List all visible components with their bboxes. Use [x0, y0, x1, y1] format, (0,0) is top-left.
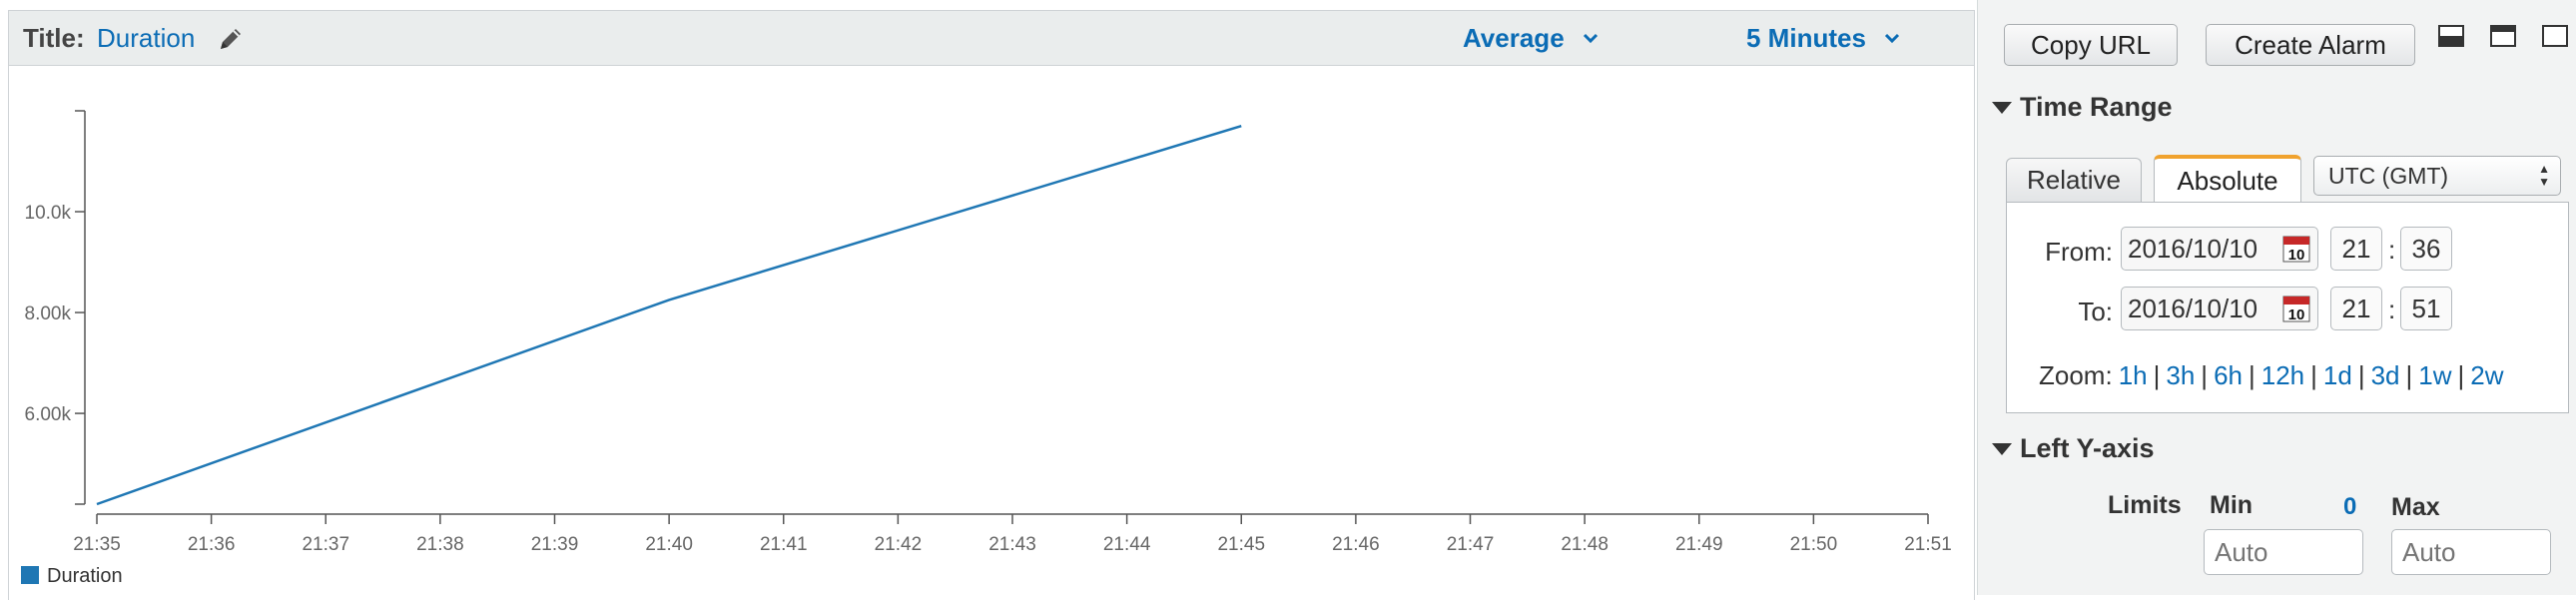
- min-zero-link[interactable]: 0: [2343, 493, 2357, 520]
- graph-options-panel: Copy URL Create Alarm Time Range Relativ…: [1977, 0, 2576, 595]
- series-group: [96, 124, 1242, 506]
- chevron-down-icon: [1884, 33, 1899, 44]
- x-tick-label: 21:38: [416, 534, 464, 555]
- timezone-select[interactable]: UTC (GMT) ▲ ▼: [2313, 156, 2561, 196]
- x-tick-label: 21:41: [760, 534, 808, 555]
- time-separator: :: [2388, 295, 2396, 324]
- from-date-value: 2016/10/10: [2128, 233, 2258, 264]
- zoom-2w[interactable]: 2w: [2470, 360, 2504, 390]
- to-minute-input[interactable]: 51: [2400, 287, 2452, 330]
- left-y-axis-title: Left Y-axis: [2020, 433, 2155, 463]
- title-label: Title:: [23, 23, 85, 53]
- limits-label: Limits: [2108, 491, 2182, 519]
- from-minute-input[interactable]: 36: [2400, 227, 2452, 271]
- copy-url-button[interactable]: Copy URL: [2004, 24, 2178, 66]
- min-limit-input[interactable]: [2204, 529, 2363, 575]
- x-tick-label: 21:51: [1904, 534, 1952, 555]
- x-tick-label: 21:48: [1561, 534, 1609, 555]
- x-tick-label: 21:40: [645, 534, 693, 555]
- zoom-row: Zoom: 1h | 3h | 6h | 12h | 1d | 3d | 1w | 2w: [2039, 360, 2504, 390]
- layout-bottom-icon[interactable]: [2437, 22, 2465, 50]
- collapse-triangle-icon: [1992, 101, 2012, 114]
- series-line-duration: [96, 124, 1242, 506]
- time-separator: :: [2388, 235, 2396, 265]
- to-label: To:: [2078, 297, 2113, 326]
- y-tick-label: 8.00k: [25, 303, 72, 324]
- zoom-3h[interactable]: 3h: [2166, 360, 2196, 390]
- svg-text:10: 10: [2288, 247, 2305, 264]
- x-tick-label: 21:47: [1447, 534, 1495, 555]
- x-tick-label: 21:50: [1790, 534, 1838, 555]
- layout-top-icon[interactable]: [2489, 22, 2517, 50]
- to-date-input[interactable]: 2016/10/10 10: [2121, 287, 2318, 330]
- zoom-1h[interactable]: 1h: [2118, 360, 2148, 390]
- max-label: Max: [2391, 493, 2440, 521]
- to-hour-input[interactable]: 21: [2330, 287, 2382, 330]
- calendar-icon[interactable]: 10: [2281, 234, 2311, 264]
- layout-full-icon[interactable]: [2541, 22, 2569, 50]
- zoom-12h[interactable]: 12h: [2260, 360, 2305, 390]
- pencil-icon[interactable]: [217, 25, 245, 53]
- x-tick-label: 21:43: [988, 534, 1036, 555]
- to-date-value: 2016/10/10: [2128, 293, 2258, 323]
- x-tick-label: 21:44: [1103, 534, 1151, 555]
- legend: Duration: [21, 565, 123, 587]
- legend-label: Duration: [47, 565, 123, 587]
- legend-swatch: [21, 566, 39, 584]
- x-tick-label: 21:39: [531, 534, 579, 555]
- x-axis: 21:35 21:36 21:37 21:38 21:39 21:40 21:41 21:42…: [73, 513, 1952, 555]
- select-arrows-icon: ▲ ▼: [2538, 162, 2550, 189]
- graph-panel: Title: Duration Average 5 Minutes 6.00k 8…: [8, 10, 1975, 600]
- absolute-range-box: From: 2016/10/10 10 21 : 36 To: 2016/10/…: [2006, 202, 2569, 413]
- y-tick-label: 10.0k: [25, 203, 72, 224]
- from-date-input[interactable]: 2016/10/10 10: [2121, 227, 2318, 271]
- statistic-dropdown[interactable]: Average: [1463, 21, 1601, 55]
- collapse-triangle-icon: [1992, 442, 2012, 455]
- x-tick-label: 21:37: [302, 534, 349, 555]
- calendar-icon[interactable]: 10: [2281, 294, 2311, 323]
- period-value: 5 Minutes: [1746, 22, 1866, 53]
- y-axis: 6.00k 8.00k 10.0k: [25, 110, 86, 505]
- x-tick-label: 21:36: [188, 534, 236, 555]
- timezone-value: UTC (GMT): [2328, 162, 2449, 189]
- max-limit-input[interactable]: [2391, 529, 2551, 575]
- graph-title[interactable]: Duration: [97, 23, 196, 53]
- left-y-axis-header[interactable]: Left Y-axis: [1992, 433, 2155, 464]
- graph-title-bar: Title: Duration Average 5 Minutes: [9, 11, 1974, 66]
- zoom-6h[interactable]: 6h: [2214, 360, 2243, 390]
- create-alarm-button[interactable]: Create Alarm: [2206, 24, 2415, 66]
- period-dropdown[interactable]: 5 Minutes: [1746, 21, 1902, 55]
- time-range-header[interactable]: Time Range: [1992, 92, 2173, 123]
- chevron-down-icon: [1583, 33, 1598, 44]
- y-tick-label: 6.00k: [25, 404, 72, 425]
- svg-text:10: 10: [2288, 306, 2305, 323]
- x-tick-label: 21:35: [73, 534, 121, 555]
- x-tick-label: 21:49: [1675, 534, 1723, 555]
- tab-relative[interactable]: Relative: [2006, 158, 2142, 202]
- tab-absolute[interactable]: Absolute: [2154, 155, 2301, 203]
- from-hour-input[interactable]: 21: [2330, 227, 2382, 271]
- from-label: From:: [2045, 237, 2113, 267]
- x-tick-label: 21:45: [1217, 534, 1265, 555]
- zoom-1w[interactable]: 1w: [2418, 360, 2452, 390]
- zoom-3d[interactable]: 3d: [2370, 360, 2400, 390]
- statistic-value: Average: [1463, 22, 1565, 53]
- time-range-title: Time Range: [2020, 92, 2173, 122]
- min-label: Min: [2210, 491, 2254, 519]
- zoom-1d[interactable]: 1d: [2322, 360, 2352, 390]
- x-tick-label: 21:46: [1332, 534, 1380, 555]
- x-tick-label: 21:42: [875, 534, 923, 555]
- zoom-label: Zoom:: [2039, 360, 2113, 390]
